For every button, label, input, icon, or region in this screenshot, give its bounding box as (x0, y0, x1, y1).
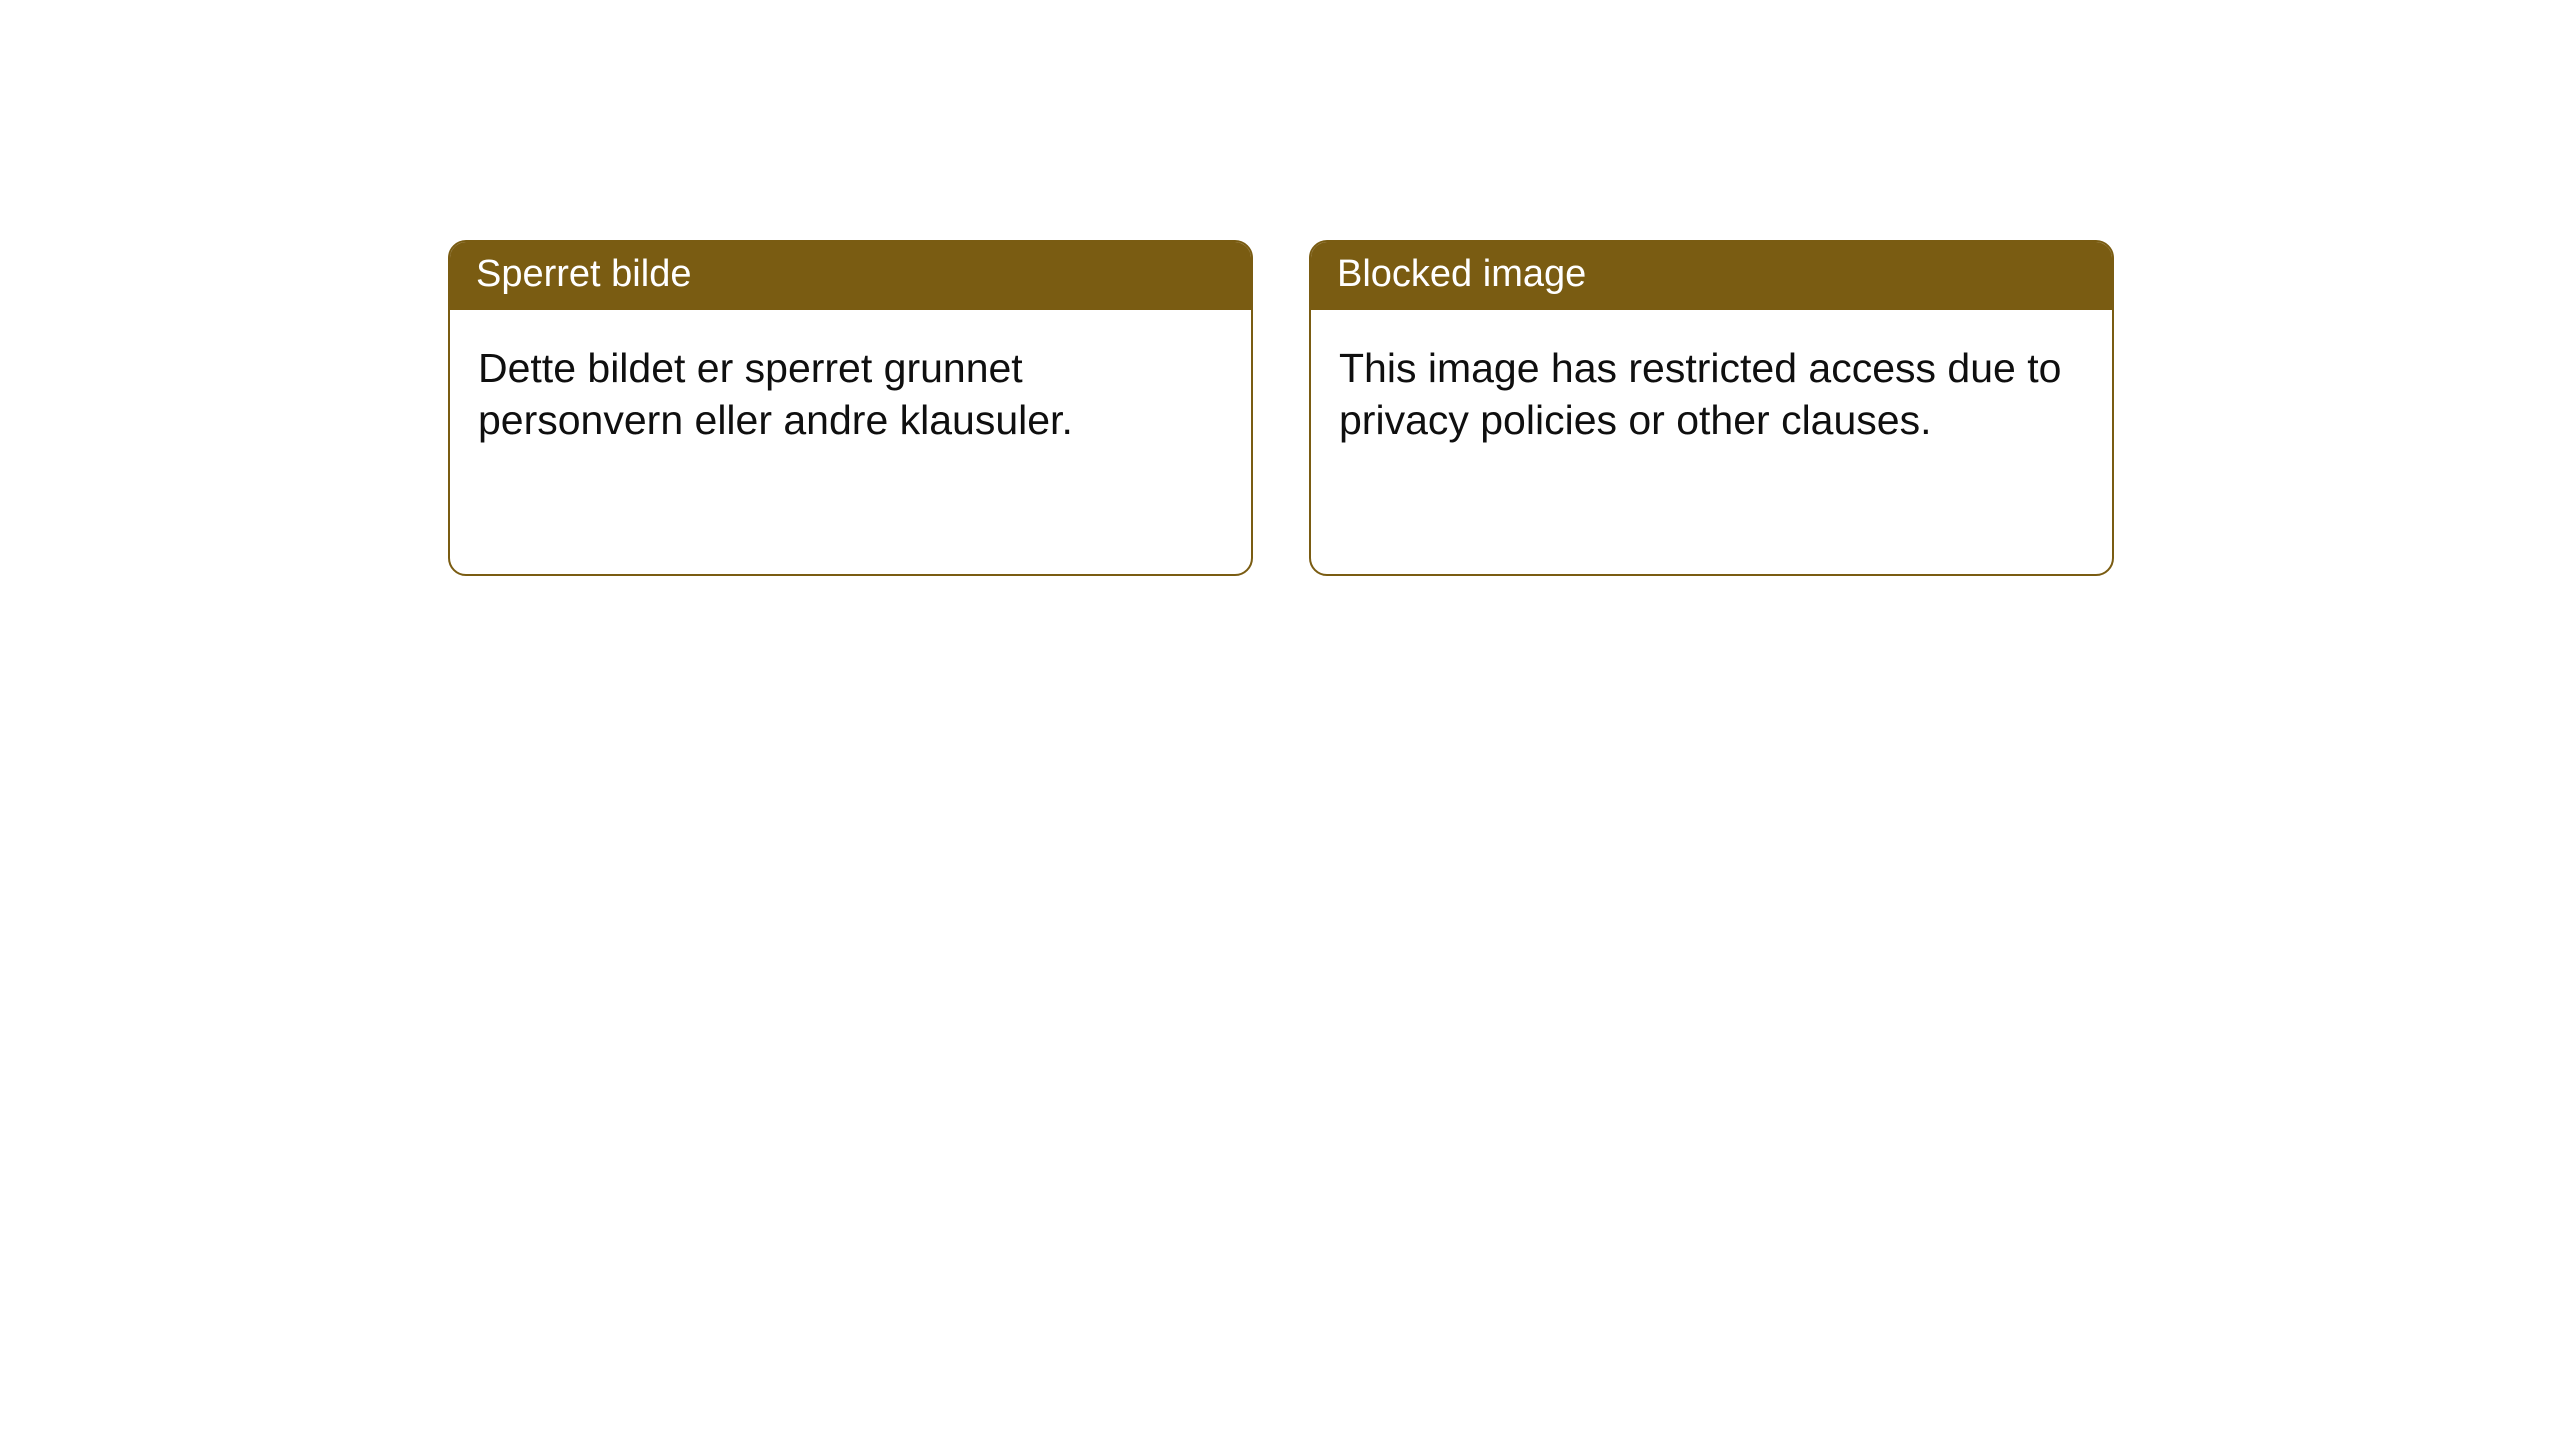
notice-panel-norwegian: Sperret bilde Dette bildet er sperret gr… (448, 240, 1253, 576)
notice-panels-container: Sperret bilde Dette bildet er sperret gr… (448, 240, 2114, 576)
panel-body-norwegian: Dette bildet er sperret grunnet personve… (450, 310, 1251, 479)
panel-body-english: This image has restricted access due to … (1311, 310, 2112, 479)
panel-header-english: Blocked image (1311, 242, 2112, 310)
notice-panel-english: Blocked image This image has restricted … (1309, 240, 2114, 576)
panel-header-norwegian: Sperret bilde (450, 242, 1251, 310)
